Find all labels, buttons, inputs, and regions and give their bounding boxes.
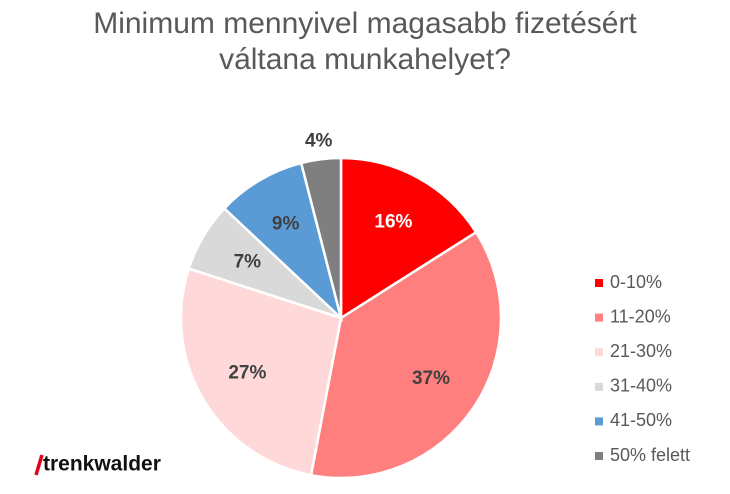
data-label: 37% bbox=[412, 368, 450, 389]
legend-label: 11-20% bbox=[610, 306, 671, 326]
legend-marker bbox=[595, 348, 603, 357]
legend-marker bbox=[595, 452, 603, 460]
legend-label: 50% felett bbox=[610, 445, 690, 465]
data-label: 9% bbox=[272, 213, 300, 234]
legend-marker bbox=[595, 382, 603, 391]
legend-marker bbox=[595, 279, 603, 287]
pie-slice bbox=[179, 266, 343, 477]
data-label: 16% bbox=[374, 212, 412, 233]
pie-slice bbox=[222, 161, 344, 322]
logo-slash bbox=[34, 454, 44, 476]
legend-label: 41-50% bbox=[610, 410, 672, 430]
data-label: 27% bbox=[228, 362, 266, 383]
pie-slice bbox=[309, 230, 503, 480]
chart-title: Minimum mennyivel magasabb fizetésért vá… bbox=[93, 7, 637, 76]
data-label: 7% bbox=[234, 252, 262, 273]
data-label: 4% bbox=[305, 130, 333, 151]
legend-label: 21-30% bbox=[610, 341, 672, 361]
pie-slice bbox=[339, 156, 478, 321]
legend-label: 0-10% bbox=[610, 272, 662, 292]
legend-marker bbox=[595, 313, 603, 322]
legend-label: 31-40% bbox=[610, 376, 672, 396]
legend-marker bbox=[595, 417, 603, 426]
pie-slice bbox=[299, 156, 343, 319]
logo: trenkwalder bbox=[43, 453, 161, 476]
